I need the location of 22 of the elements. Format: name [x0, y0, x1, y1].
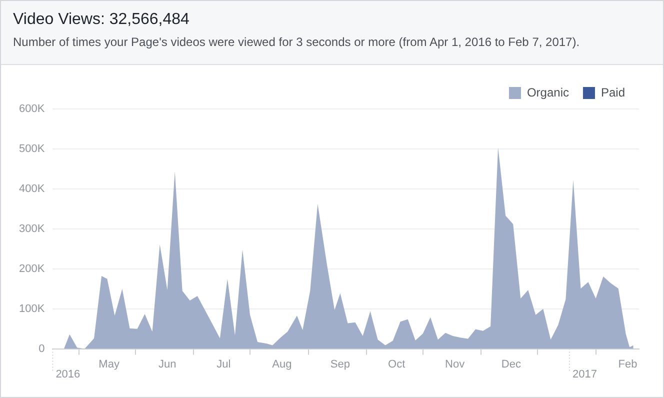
legend-label: Organic — [526, 85, 569, 100]
y-tick-label: 200K — [18, 262, 46, 275]
x-tick-label: Jul — [216, 358, 231, 370]
ref-line-label: 2017 — [572, 368, 597, 380]
chart-subtitle: Number of times your Page's videos were viewed for 3 seconds or more (from Apr 1, 2016 to Feb 7, 2017). — [13, 35, 581, 49]
y-tick-label: 600K — [18, 103, 46, 116]
ref-line-label: 2016 — [56, 368, 80, 380]
y-tick-label: 500K — [18, 143, 46, 155]
x-tick-label: Nov — [445, 358, 466, 370]
x-tick-label: Jun — [158, 358, 176, 370]
x-tick-label: Dec — [501, 358, 522, 370]
y-tick-label: 400K — [18, 182, 46, 195]
x-tick-label: Feb — [618, 358, 638, 370]
chart-title: Video Views: 32,566,484 — [13, 10, 190, 29]
x-tick-label: Sep — [330, 358, 350, 370]
x-tick-label: May — [98, 358, 120, 370]
y-tick-label: 100K — [18, 302, 46, 315]
y-tick-label: 0 — [38, 342, 45, 355]
x-tick-label: Aug — [272, 358, 292, 370]
x-tick-label: Oct — [388, 358, 406, 370]
y-tick-label: 300K — [18, 222, 46, 235]
legend-label: Paid — [600, 85, 626, 100]
